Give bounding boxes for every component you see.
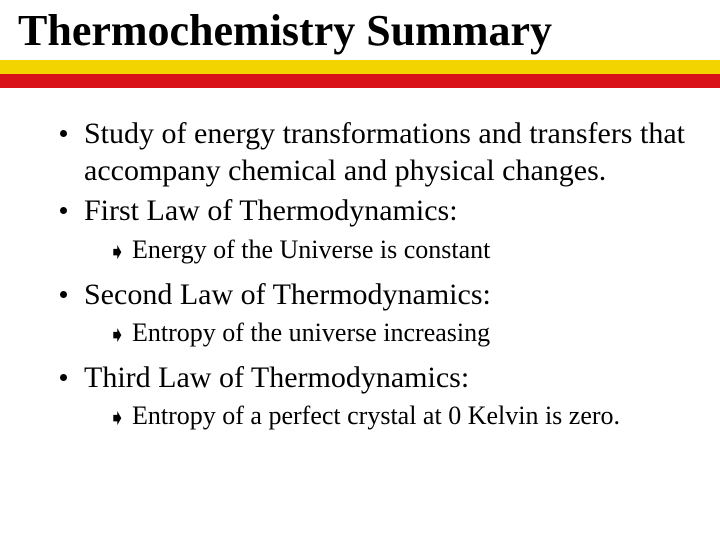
sub-bullet-text: Entropy of the universe increasing [132,317,690,350]
bullet-item: Second Law of Thermodynamics: [60,277,690,314]
divider-stripe-red [0,74,720,88]
arrow-right-icon: ➧ [108,234,132,267]
bullet-text: First Law of Thermodynamics: [84,193,690,230]
sub-bullet-text: Energy of the Universe is constant [132,234,690,267]
sub-bullet-text: Entropy of a perfect crystal at 0 Kelvin… [132,400,690,433]
bullet-text: Third Law of Thermodynamics: [84,360,690,397]
bullet-item: Study of energy transformations and tran… [60,116,690,189]
sub-bullet-item: ➧ Entropy of the universe increasing [108,317,690,350]
bullet-item: First Law of Thermodynamics: [60,193,690,230]
arrow-right-icon: ➧ [108,317,132,350]
sub-bullet-item: ➧ Energy of the Universe is constant [108,234,690,267]
arrow-right-icon: ➧ [108,400,132,433]
bullet-text: Study of energy transformations and tran… [84,116,690,189]
content-area: Study of energy transformations and tran… [0,88,720,433]
bullet-item: Third Law of Thermodynamics: [60,360,690,397]
bullet-text: Second Law of Thermodynamics: [84,277,690,314]
slide-title: Thermochemistry Summary [0,0,720,60]
slide-root: Thermochemistry Summary Study of energy … [0,0,720,540]
sub-bullet-item: ➧ Entropy of a perfect crystal at 0 Kelv… [108,400,690,433]
divider-stripe-yellow [0,60,720,74]
